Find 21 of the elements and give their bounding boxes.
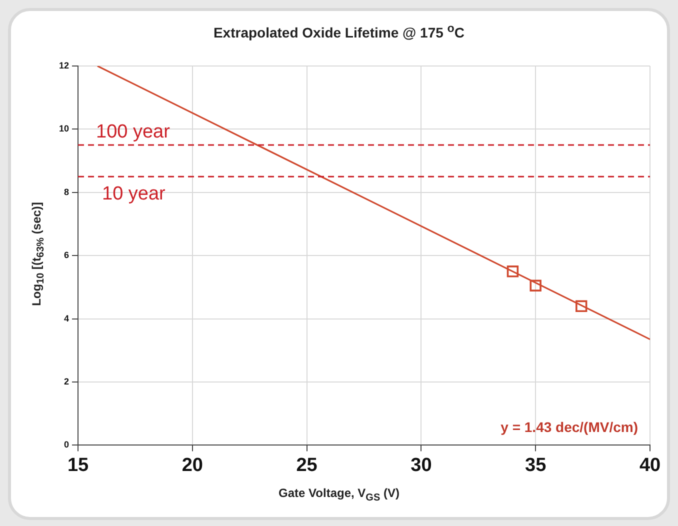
y-tick-label: 8	[64, 186, 70, 197]
y-tick-label: 0	[64, 440, 70, 450]
x-tick-label: 25	[296, 454, 318, 476]
point	[530, 280, 542, 292]
ref-line-label: 100 year	[96, 122, 171, 143]
point	[576, 300, 588, 312]
y-tick-label: 6	[64, 250, 70, 260]
ref-line-label: 10 year	[102, 183, 166, 204]
x-tick-label: 20	[182, 454, 203, 476]
y-tick-label: 12	[58, 60, 70, 70]
x-tick-label: 30	[410, 454, 432, 476]
point	[506, 266, 519, 278]
y-tick-label: 4	[64, 313, 70, 324]
y-tick-label: 10	[58, 124, 70, 134]
chart-title: Extrapolated Oxide Lifetime @ 175 $^{o}$C	[212, 22, 466, 41]
y-tick-label: 2	[64, 376, 70, 386]
annotation: y = 1.43 dec/(MV/cm)	[500, 419, 638, 436]
x-tick-label: 40	[639, 454, 661, 476]
x-tick-label: 35	[525, 454, 547, 476]
x-axis-title: Gate Voltage, V$_{GS}$ (V)	[278, 486, 400, 504]
x-tick-label: 15	[67, 454, 90, 476]
